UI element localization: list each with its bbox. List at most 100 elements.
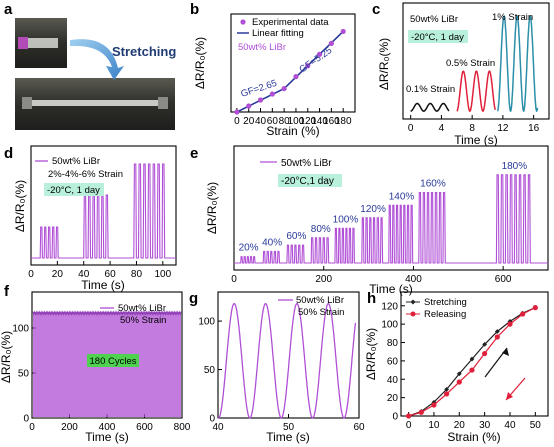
y-tick-label: 50 [18,369,30,380]
panel-e-ylabel: ΔR/R₀(%) [205,182,219,234]
panel-c-xlabel: Time (s) [454,133,498,147]
panel-e-marks: 20% 40% 60% 80%100%120%140% 160% 180% [234,161,548,264]
x-tick-label: 200 [61,422,78,433]
x-tick-label: 800 [174,422,191,433]
strain-label: 40% [262,237,282,248]
legend-label-experimental: Experimental data [252,17,329,28]
x-tick-label: 40 [212,422,224,433]
panel-a: a Stretching [4,1,176,130]
x-tick-label: 60 [267,116,279,127]
y-tick-label: 60 [387,356,399,367]
panel-e: e 0 200 400 600 20% 40% 60% 80%100%120%140% 160… [190,145,549,296]
panel-b-material: 50wt% LiBr [238,42,286,53]
x-tick-label: 0 [29,422,35,433]
panel-e-condition-highlight [278,174,342,187]
x-tick-label: 0 [231,274,237,285]
data-point [257,97,264,103]
panel-d-label: d [4,145,13,162]
data-point [305,63,311,69]
panel-b-xlabel: Strain (%) [266,124,319,138]
strain-label: 60% [286,231,306,242]
strain-label: 80% [311,224,331,235]
panel-g-label: g [189,290,198,307]
panel-c-material: 50wt% LiBr [410,14,458,25]
data-point [281,85,287,92]
x-tick-label: 200 [315,274,332,285]
data-point [418,409,424,415]
x-tick-label: 60 [105,269,117,280]
panel-c-axes [402,2,550,120]
y-tick-label: 100 [12,324,29,335]
photo-bottom-sample [30,100,160,106]
panel-b-axes [230,13,356,113]
data-point [482,350,488,357]
panel-g-strain: 50% Strain [298,307,344,318]
data-point [269,91,275,97]
panel-f-strain: 50% Strain [120,315,166,326]
x-tick-label: 0 [406,420,412,431]
y-tick-label: 40 [387,375,399,386]
series-line [31,163,176,259]
x-tick-label: 20 [52,269,64,280]
y-tick-label: 100 [381,320,398,331]
panel-c-label-05: 0.5% Strain [446,58,495,69]
y-tick-label: 50 [204,365,216,376]
data-point [456,379,462,385]
strain-label: 100% [333,214,359,225]
panel-g-ticks: 40 50 60 0 50 100 [198,317,365,433]
series-line [410,102,450,112]
y-tick-label: 0 [392,412,398,423]
data-point [482,341,488,347]
panel-c-condition-highlight [408,30,468,43]
stretch-arrow-icon [70,39,124,80]
cycle-envelope [32,310,182,316]
strain-label: 20% [239,243,259,254]
series-line [496,14,539,113]
data-point [456,371,462,377]
x-tick-label: 600 [136,422,153,433]
panel-e-axes [233,145,549,271]
panel-d-material: 50wt% LiBr [52,156,100,167]
panel-d-ticks: 0 20 40 60 80 100 [28,261,172,280]
x-tick-label: 0 [28,269,34,280]
series-line [408,307,536,417]
x-tick-label: 20 [454,420,466,431]
panel-b-label: b [190,1,199,18]
panel-h-label: h [367,290,376,307]
panel-c-label: c [372,1,380,18]
legend-marker-experimental [240,19,246,25]
arrow-stretching-head-icon [502,348,509,356]
panel-d-condition: -20°C, 1 day [47,185,100,196]
data-point [444,391,450,397]
data-point [507,321,513,327]
panel-d: d 0 20 40 60 80 100 Time (s) ΔR/R₀(%) 50wt% L… [4,145,177,292]
x-tick-label: 80 [279,116,291,127]
data-point [293,74,299,80]
strain-label: 180% [502,161,528,172]
data-point [444,386,450,392]
panel-f-cycles: 180 Cycles [90,356,137,367]
panel-e-label: e [190,145,198,162]
panel-f-label: f [4,283,10,300]
panel-d-marks [31,163,176,259]
data-point [340,28,346,35]
panel-g-xlabel: Time (s) [266,430,310,444]
y-tick-label: 20 [387,393,399,404]
panel-a-label: a [4,1,13,18]
panel-e-condition: -20°C,1 day [281,176,334,187]
panel-h-marks [406,305,538,419]
series-line [408,307,536,417]
x-tick-label: 40 [78,269,90,280]
x-tick-label: 180 [335,116,352,127]
panel-c-ticks: 0 4 8 12 16 [408,115,540,134]
x-tick-label: 0 [234,116,240,127]
x-tick-label: 40 [255,116,267,127]
x-tick-label: 40 [504,420,516,431]
x-tick-label: 12 [497,123,509,134]
data-point [532,305,538,311]
photo-bottom-clip-right [158,97,168,109]
strain-label: 160% [420,179,446,190]
